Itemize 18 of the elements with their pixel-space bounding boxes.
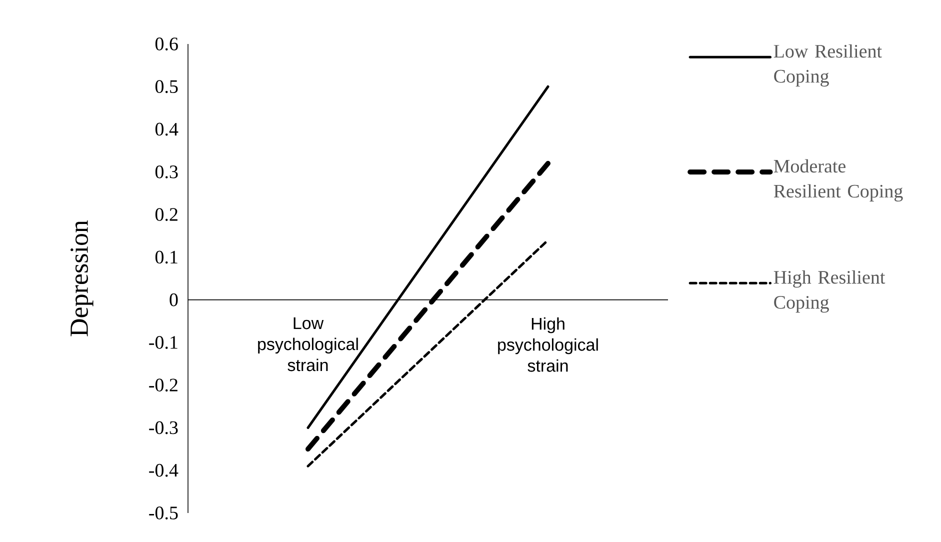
x-tick-label: High psychological strain: [498, 317, 598, 372]
legend-label: Low Resilient Coping: [774, 44, 882, 87]
x-tick-label: Low psychological strain: [258, 317, 358, 372]
y-axis-title: Depression: [70, 220, 94, 336]
y-tick-label: 0: [170, 293, 178, 306]
y-tick-label: 0.6: [155, 38, 178, 50]
y-tick-label: -0.1: [149, 336, 178, 349]
y-tick-label: 0.4: [155, 122, 178, 136]
y-tick-label: -0.3: [149, 421, 178, 434]
y-tick-label: 0.2: [155, 208, 178, 221]
y-tick-label: -0.4: [149, 464, 178, 477]
legend-label: High Resilient Coping: [774, 270, 886, 313]
y-tick-label: 0.5: [155, 80, 178, 94]
y-tick-label: 0.3: [155, 165, 178, 178]
y-tick-label: -0.2: [149, 378, 178, 392]
y-tick-label: -0.5: [149, 506, 178, 520]
y-tick-label: 0.1: [155, 250, 178, 264]
legend-label: Moderate Resilient Coping: [774, 159, 903, 202]
